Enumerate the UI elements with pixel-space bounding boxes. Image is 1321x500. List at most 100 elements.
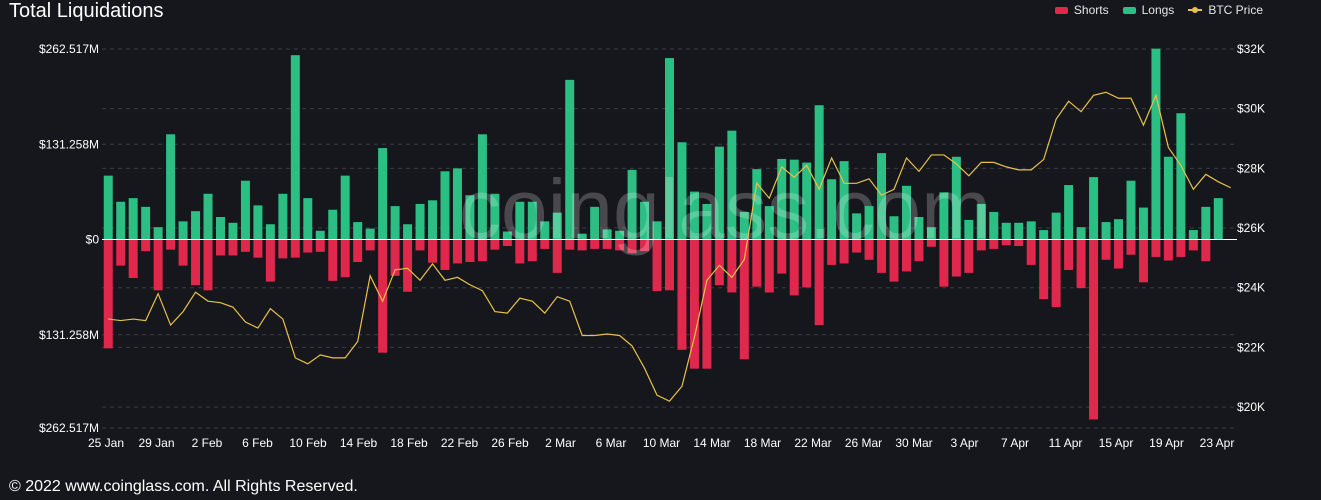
shorts-bar [714,239,724,286]
x-tick-label: 18 Mar [744,436,781,450]
legend-item-shorts[interactable]: Shorts [1054,3,1109,17]
longs-bar [964,219,974,240]
y-right-tick-label: $30K [1237,102,1265,116]
longs-bar [178,221,188,240]
shorts-bar [303,239,313,253]
longs-bar [802,162,812,240]
x-tick-label: 10 Mar [643,436,680,450]
y-right-tick-label: $22K [1237,340,1265,354]
shorts-bar [403,239,413,292]
longs-bar [627,169,637,240]
longs-bar [1188,230,1198,240]
longs-bar [278,193,288,240]
longs-bar [378,148,388,240]
x-tick-label: 30 Mar [895,436,932,450]
shorts-bar [1176,239,1186,257]
longs-bar [527,201,537,240]
longs-bar [1064,185,1074,240]
longs-bar [1039,230,1049,240]
legend-item-longs[interactable]: Longs [1122,3,1174,17]
longs-bar [216,217,225,240]
y-left-tick-label: $0 [86,233,100,247]
x-tick-label: 7 Apr [1001,436,1029,450]
shorts-bar [814,239,824,326]
longs-bar [1089,177,1099,240]
longs-bar [677,142,687,240]
shorts-bar [216,239,225,256]
shorts-bar [1101,239,1111,260]
longs-bar [228,222,238,240]
shorts-bar [265,239,275,282]
legend-label-shorts: Shorts [1073,3,1109,17]
longs-bar [253,205,263,240]
shorts-bar [1026,239,1036,265]
shorts-bar [1089,239,1099,420]
shorts-bar [440,239,450,270]
longs-bar [951,156,961,240]
longs-bar [153,227,163,240]
shorts-bar [689,239,699,369]
longs-bar [1051,212,1061,240]
shorts-bar [665,239,674,291]
longs-bar [1101,222,1111,240]
shorts-bar [228,239,238,256]
shorts-bar [515,239,525,264]
longs-bar [552,212,562,240]
watermark: coinglass.com [459,162,991,256]
shorts-bar [1151,239,1161,257]
x-tick-label: 22 Mar [794,436,831,450]
longs-bar [141,206,151,240]
x-tick-label: 11 Apr [1049,436,1083,450]
shorts-bar [640,239,650,252]
shorts-bar [428,239,438,263]
shorts-bar [1188,239,1198,251]
longs-bar [340,175,350,240]
x-tick-label: 2 Mar [545,436,576,450]
longs-bar [365,228,375,240]
longs-bar [665,58,674,240]
longs-bar [689,191,699,240]
shorts-bar [465,239,475,262]
shorts-bar [889,239,899,282]
shorts-bar [752,239,762,287]
longs-bar [814,105,824,240]
longs-bar [403,224,413,240]
longs-bar [764,206,774,240]
x-tick-label: 26 Mar [845,436,882,450]
shorts-bar [340,239,350,278]
shorts-bar [490,239,500,250]
shorts-bar [1001,239,1011,246]
shorts-bar [1126,239,1136,255]
y-right-tick-label: $20K [1237,400,1265,414]
longs-bar [128,198,138,240]
longs-bar [901,185,911,240]
shorts-bar [877,239,887,273]
shorts-bar [789,239,799,296]
chart-title: Total Liquidations [9,0,164,22]
longs-bar [739,211,749,240]
shorts-bar [502,239,512,247]
longs-swatch-icon [1122,6,1136,14]
longs-bar [1001,222,1011,240]
y-right-tick-label: $24K [1237,281,1265,295]
y-right-tick-label: $28K [1237,161,1265,175]
longs-bar [926,227,936,240]
shorts-swatch-icon [1054,6,1068,14]
longs-bar [827,179,837,240]
longs-bar [752,169,762,240]
longs-bar [839,161,849,240]
longs-bar [515,201,525,240]
x-tick-label: 6 Mar [596,436,627,450]
longs-bar [502,231,512,240]
longs-bar [240,180,250,240]
shorts-bar [153,239,163,291]
x-tick-label: 25 Jan [88,436,124,450]
shorts-bar [128,239,138,278]
x-tick-label: 15 Apr [1099,436,1134,450]
shorts-bar [864,239,874,260]
longs-bar [914,217,924,240]
x-tick-label: 2 Feb [192,436,223,450]
shorts-bar [852,239,862,253]
legend-item-btc-price[interactable]: BTC Price [1188,3,1263,17]
shorts-bar [103,239,113,349]
